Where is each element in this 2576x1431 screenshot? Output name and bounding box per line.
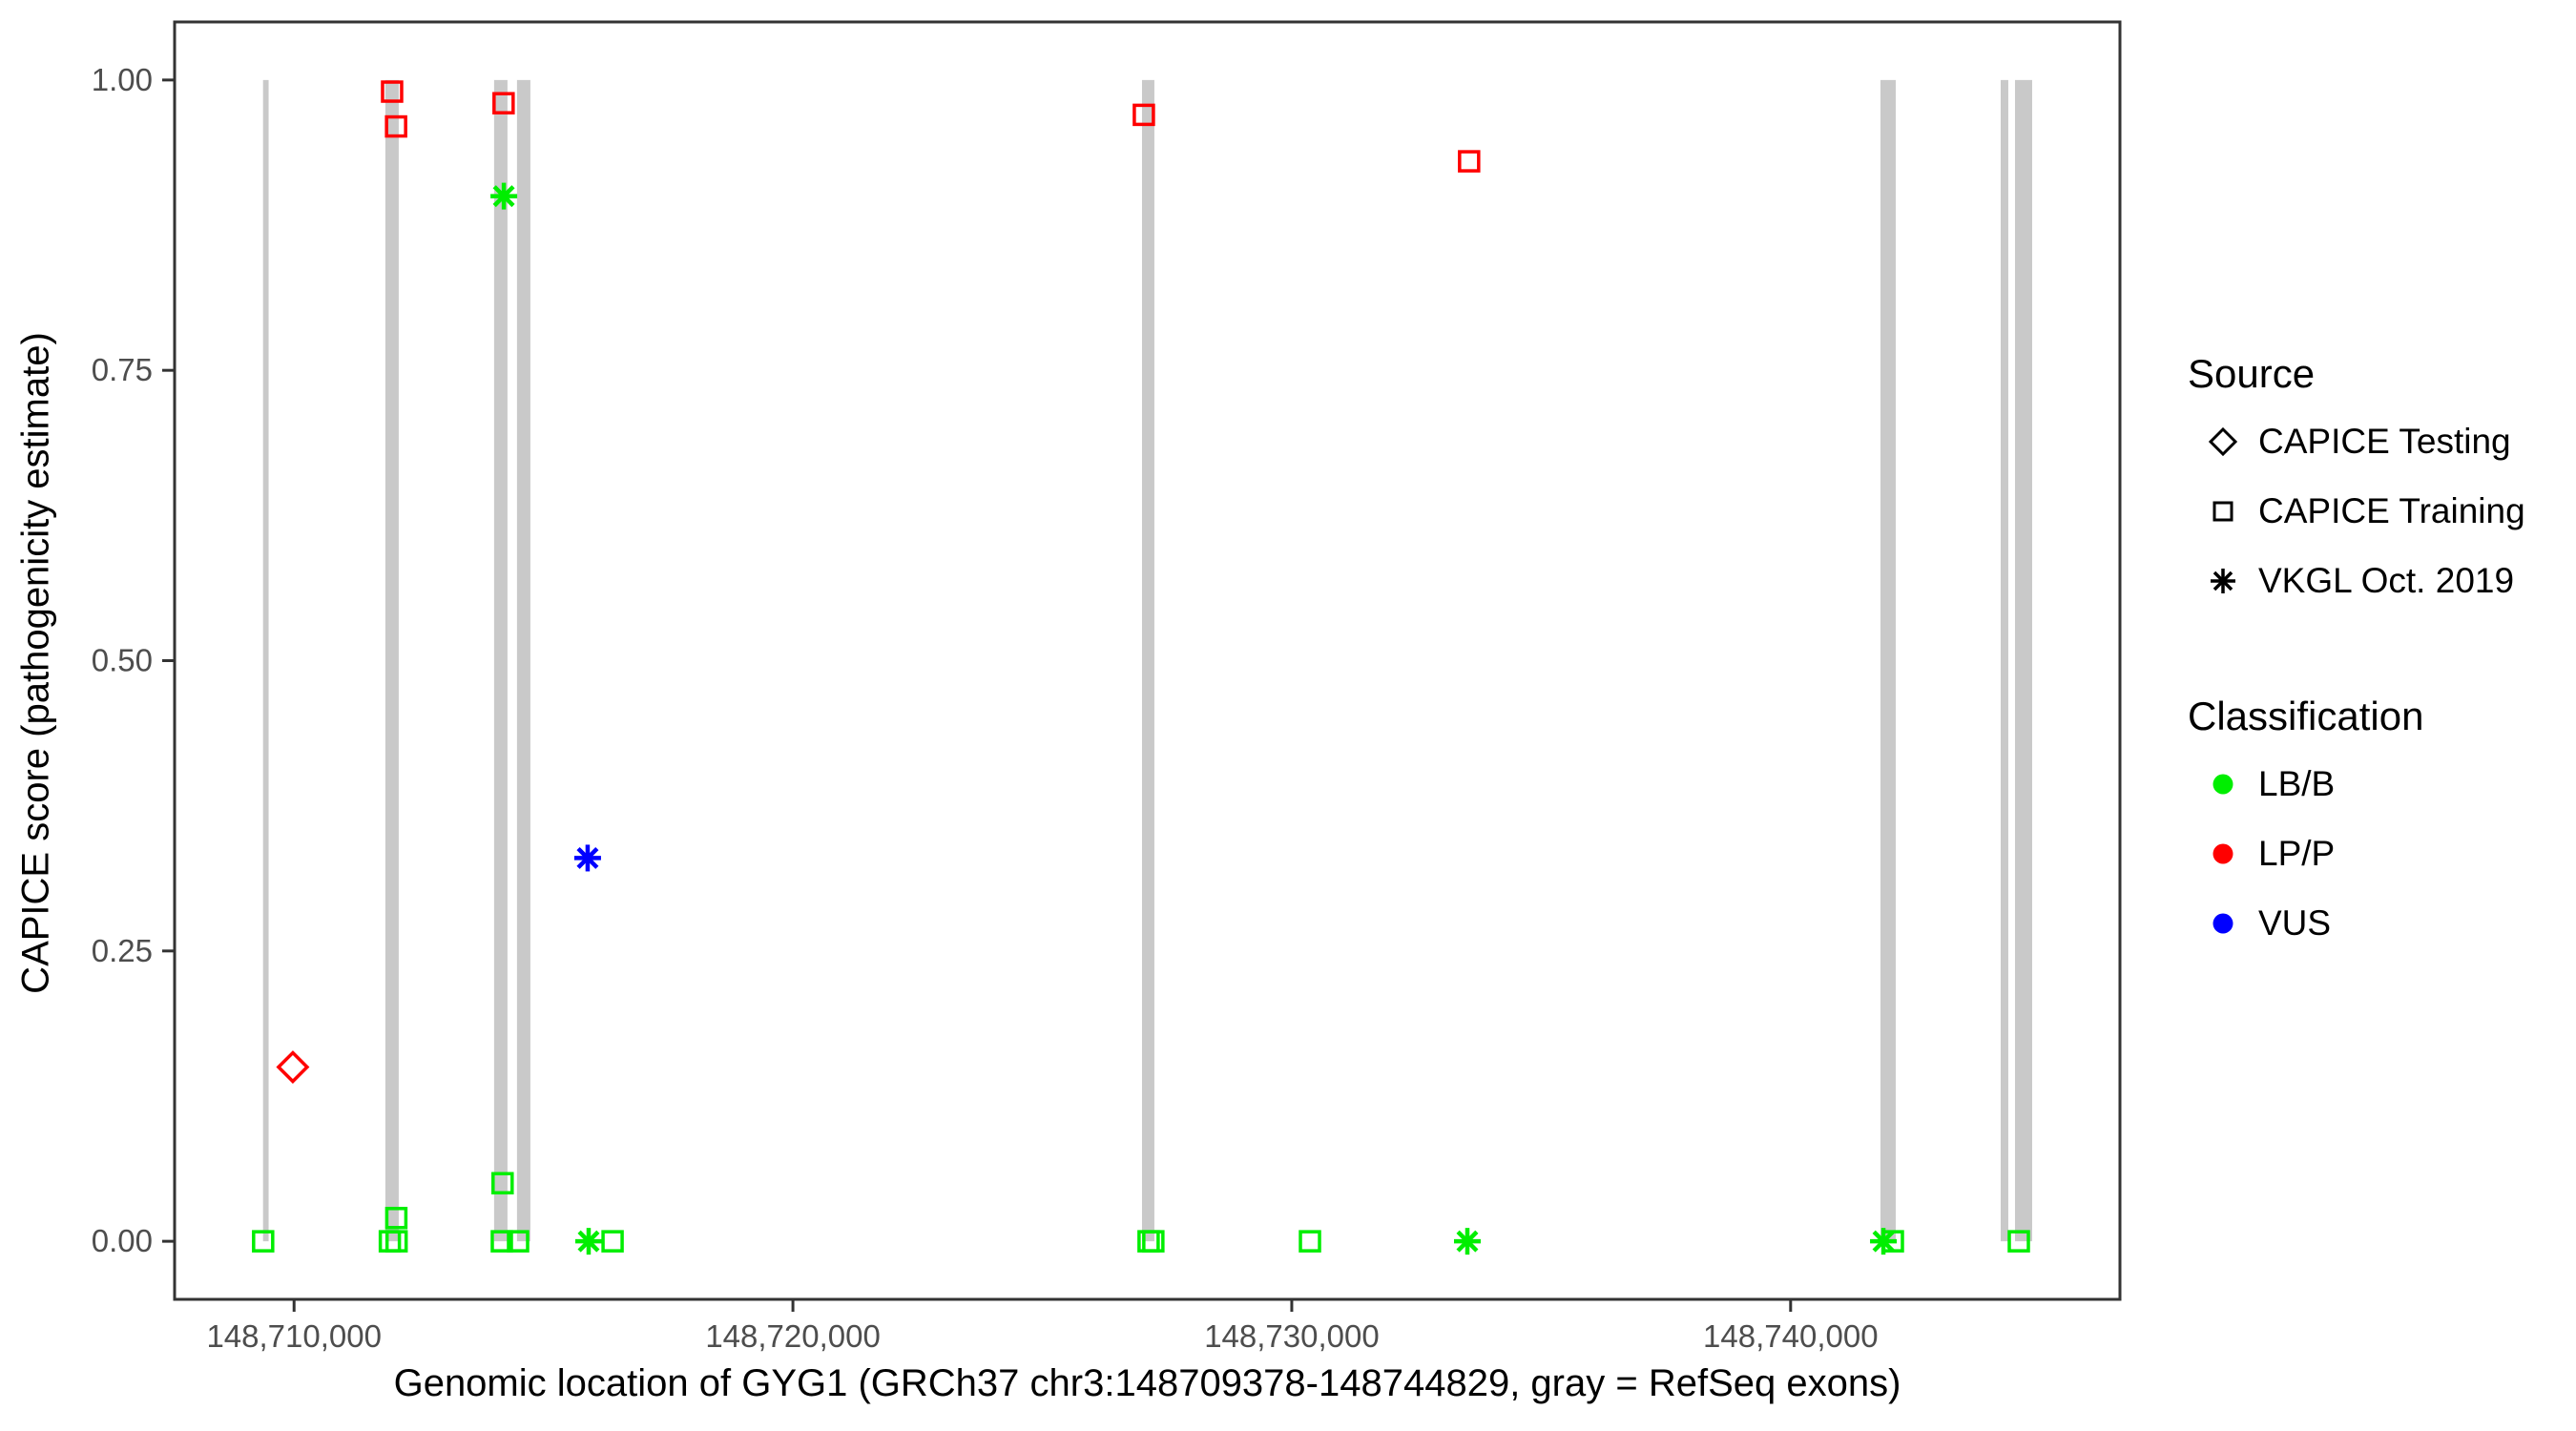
y-tick-label: 0.25	[92, 933, 153, 968]
legend-item-label: VKGL Oct. 2019	[2258, 560, 2515, 600]
diamond-open-icon	[2188, 421, 2258, 463]
data-point-square	[384, 1207, 408, 1230]
legend-item-capice-testing: CAPICE Testing	[2188, 406, 2569, 476]
exon-bar	[2014, 79, 2032, 1242]
data-point-square	[2007, 1230, 2030, 1253]
data-point-asterisk	[490, 182, 518, 210]
legend-group-classification: Classification LB/B LP/P	[2188, 694, 2569, 958]
y-tick-label: 0.50	[92, 643, 153, 678]
legend-group-source: Source CAPICE Testing	[2188, 351, 2569, 615]
data-point-square	[601, 1230, 624, 1253]
y-axis-title: CAPICE score (pathogenicity estimate)	[14, 332, 57, 994]
asterisk-icon	[2188, 560, 2258, 602]
y-tick-label: 0.75	[92, 352, 153, 387]
data-point-square	[490, 1230, 513, 1253]
data-point-square	[384, 114, 407, 138]
data-point-square	[384, 1230, 408, 1253]
legend-item-lbb: LB/B	[2188, 749, 2569, 819]
data-point-asterisk	[1870, 1228, 1898, 1255]
legend-item-label: LP/P	[2258, 833, 2336, 873]
data-point-square	[1142, 1230, 1165, 1253]
data-point-square	[507, 1230, 530, 1253]
x-tick-label: 148,740,000	[1703, 1318, 1879, 1354]
exon-bar	[493, 79, 508, 1242]
legend-item-capice-training: CAPICE Training	[2188, 476, 2569, 546]
legend-item-vus: VUS	[2188, 888, 2569, 958]
y-tick-label: 0.00	[92, 1223, 153, 1258]
data-point-square	[1298, 1230, 1321, 1253]
legend: Source CAPICE Testing	[2188, 351, 2569, 958]
data-point-square	[492, 92, 515, 114]
square-open-icon	[2188, 490, 2258, 532]
exon-bar	[1880, 79, 1896, 1242]
blue-dot-icon	[2188, 902, 2258, 944]
legend-gap	[2188, 615, 2569, 694]
x-axis-title: Genomic location of GYG1 (GRCh37 chr3:14…	[393, 1362, 1901, 1404]
data-point-diamond	[276, 1050, 310, 1085]
data-point-square	[491, 1172, 514, 1195]
x-tick-label: 148,710,000	[206, 1318, 382, 1354]
legend-classification-title: Classification	[2188, 694, 2424, 738]
legend-item-label: CAPICE Testing	[2258, 421, 2511, 461]
exon-bar	[384, 79, 399, 1242]
y-tick-label: 1.00	[92, 62, 153, 97]
data-point-square	[381, 80, 404, 103]
x-tick-label: 148,720,000	[705, 1318, 881, 1354]
exon-bar	[1141, 79, 1154, 1242]
data-point-square	[1132, 103, 1155, 127]
legend-item-label: CAPICE Training	[2258, 490, 2525, 530]
exon-bar	[516, 79, 530, 1242]
data-point-square	[252, 1230, 275, 1253]
exon-bar	[2000, 79, 2008, 1242]
data-point-asterisk	[1453, 1228, 1481, 1255]
data-point-square	[1458, 150, 1481, 173]
data-point-asterisk	[573, 844, 601, 872]
legend-item-label: VUS	[2258, 902, 2332, 943]
legend-item-label: LB/B	[2258, 763, 2336, 803]
data-point-asterisk	[574, 1228, 602, 1255]
red-dot-icon	[2188, 833, 2258, 875]
green-dot-icon	[2188, 763, 2258, 805]
legend-item-lpp: LP/P	[2188, 819, 2569, 888]
legend-item-vkgl: VKGL Oct. 2019	[2188, 546, 2569, 615]
exon-bar	[262, 79, 269, 1242]
legend-source-title: Source	[2188, 351, 2316, 396]
x-tick-label: 148,730,000	[1204, 1318, 1380, 1354]
